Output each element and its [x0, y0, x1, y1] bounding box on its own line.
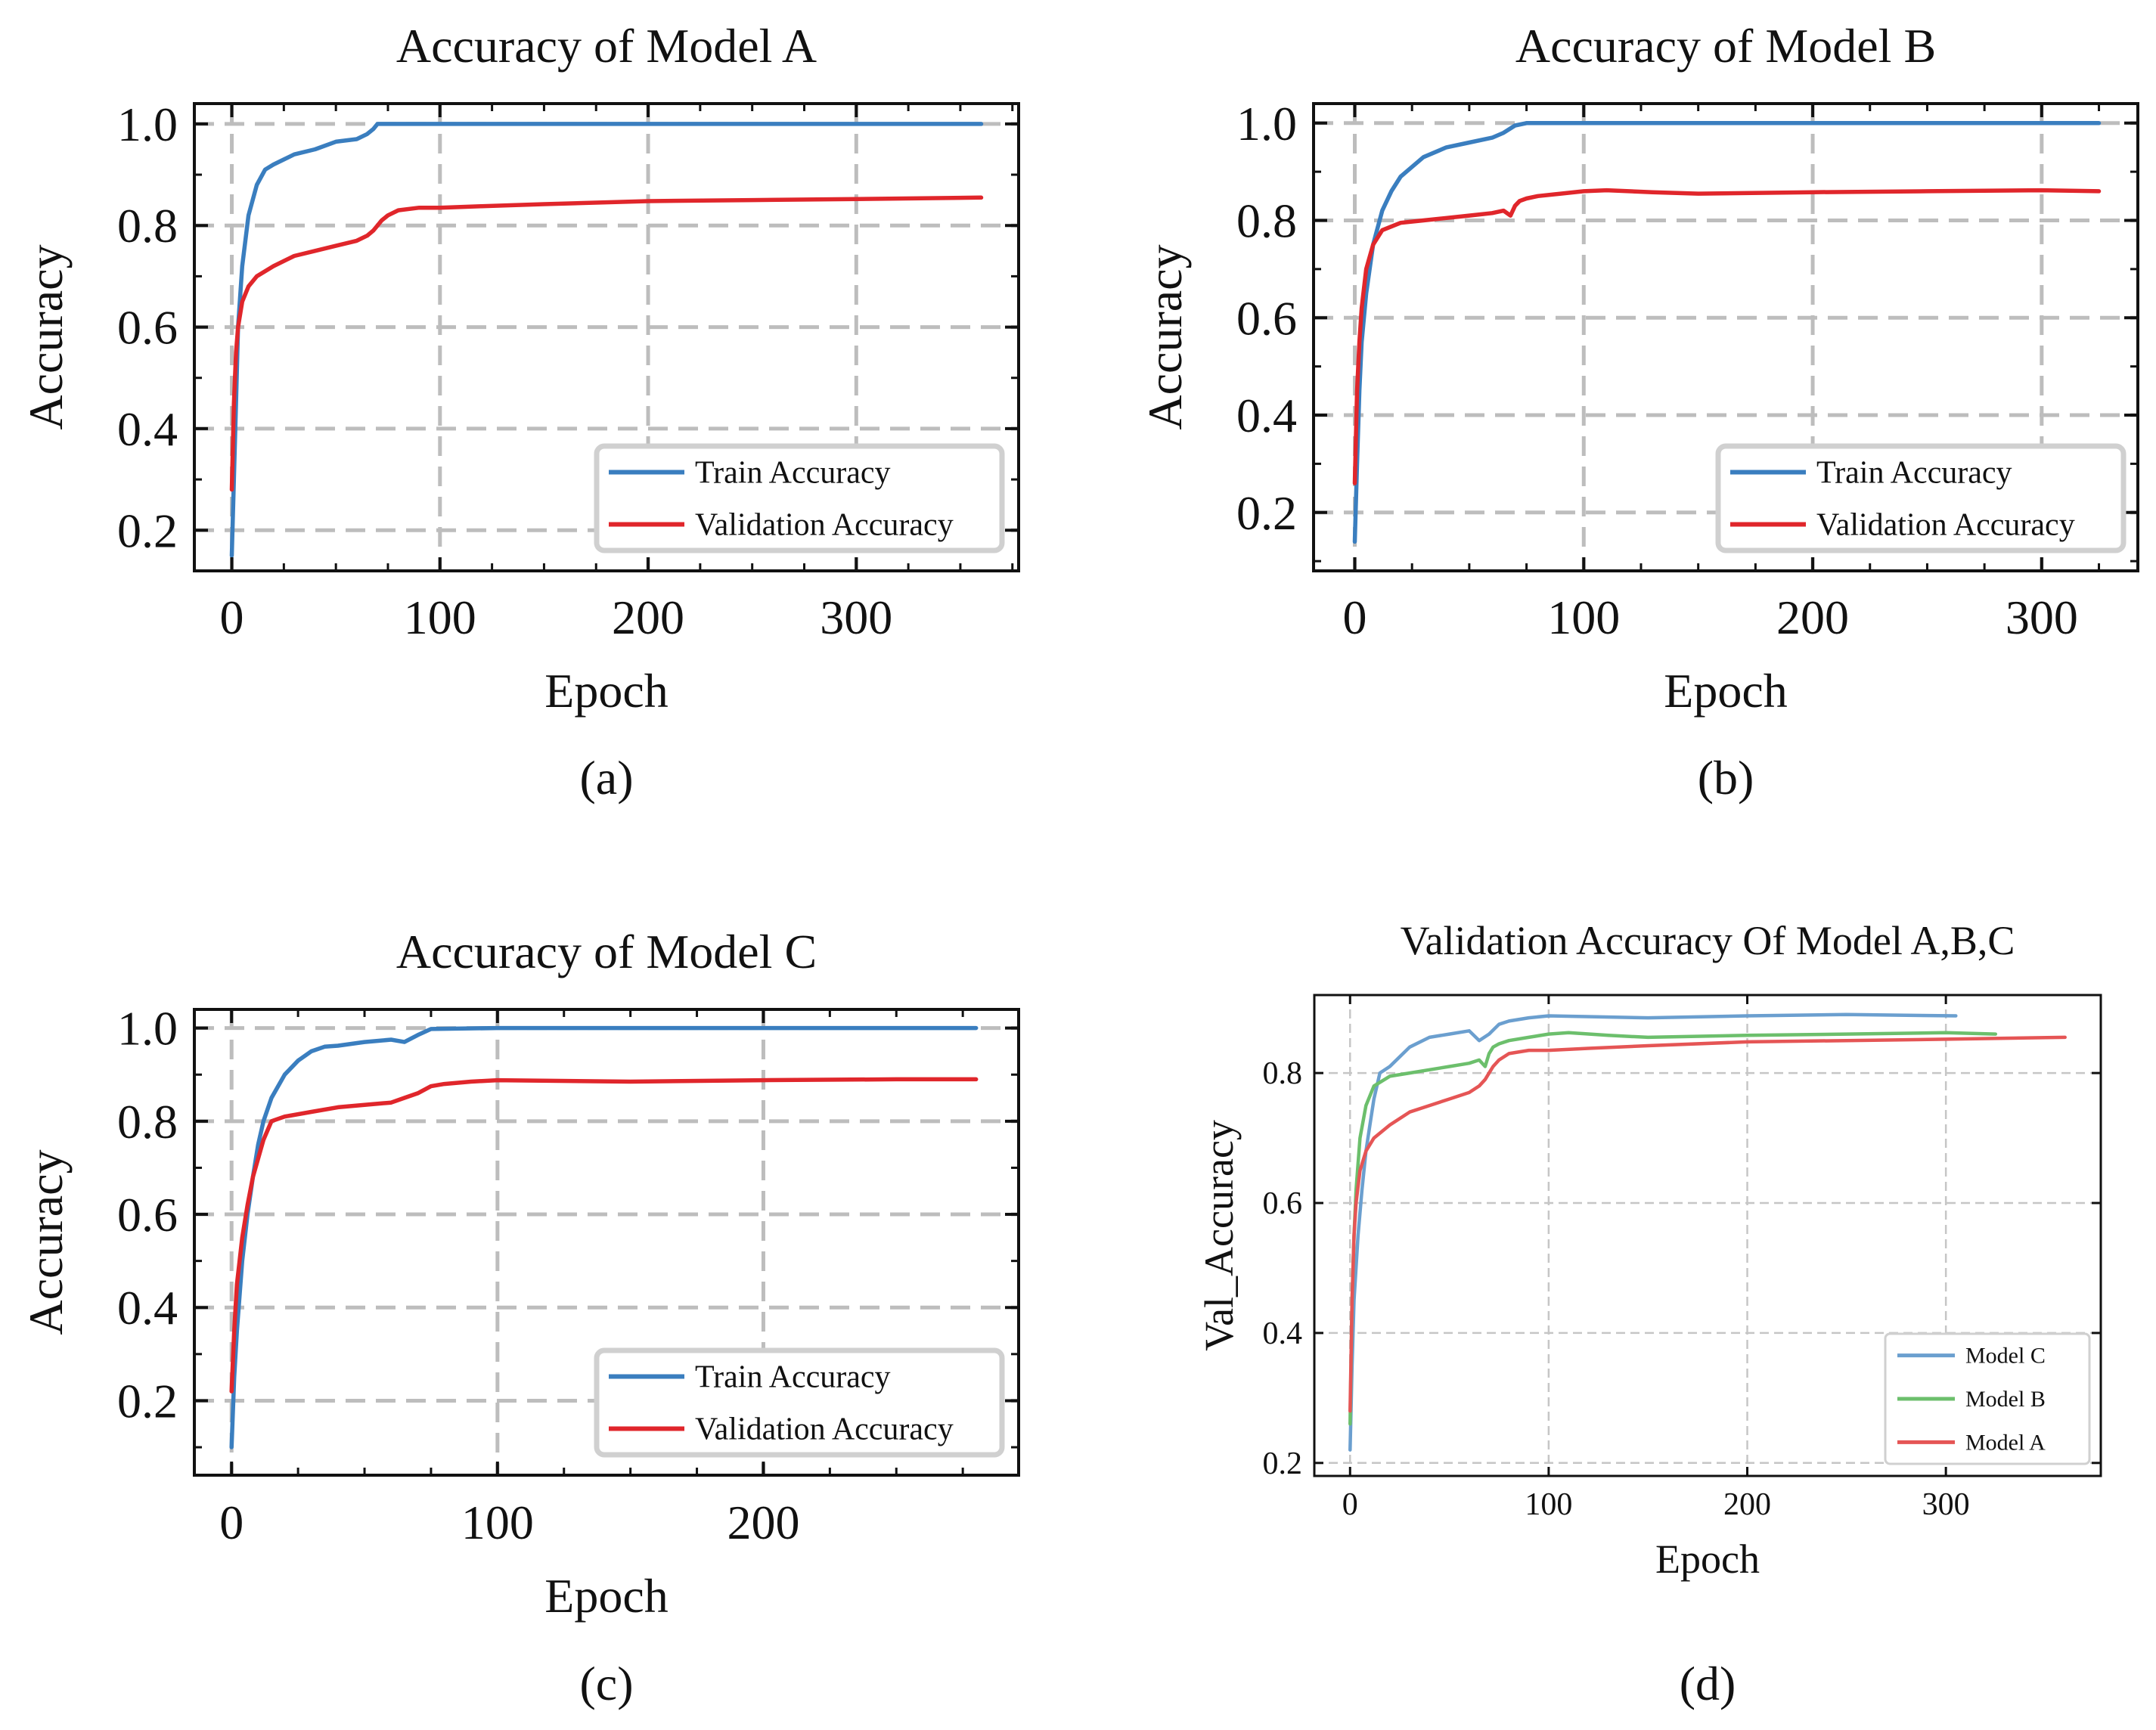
x-axis-label: Epoch: [544, 664, 669, 718]
legend-entry: Validation Accuracy: [695, 508, 954, 543]
series-line-train-accuracy: [1352, 121, 2102, 544]
y-tick-label: 0.2: [117, 504, 178, 557]
panel-a: 0 100 200 300 0.2 0.4 0.6 0.8 1.0 Accuracy of Mod…: [19, 19, 1020, 805]
x-axis-label: Epoch: [544, 1569, 669, 1623]
x-tick-label: 100: [404, 591, 476, 644]
panel-label: (c): [579, 1657, 633, 1710]
y-tick-label: 0.2: [1263, 1446, 1303, 1481]
legend-box: [1715, 443, 2127, 553]
x-tick-label: 200: [727, 1496, 799, 1549]
legend-entry: Train Accuracy: [1816, 456, 2012, 491]
y-tick-label: 0.6: [117, 1188, 178, 1242]
y-tick-label: 0.2: [1236, 486, 1297, 540]
y-tick-label: 0.4: [117, 402, 178, 456]
legend-entry: Validation Accuracy: [1816, 508, 2075, 543]
y-tick-label: 0.8: [117, 1095, 178, 1149]
legend-box: [594, 1347, 1005, 1458]
x-tick-label: 300: [1922, 1487, 1970, 1522]
y-tick-label: 0.4: [1263, 1316, 1303, 1351]
axes-frame: [193, 102, 1020, 572]
y-axis-label: Accuracy: [1138, 244, 1192, 429]
y-tick-label: 1.0: [117, 98, 178, 151]
panel-c: 0 100 200 0.2 0.4 0.6 0.8 1.0 Accuracy of Model …: [19, 925, 1020, 1710]
series-line-model-a: [1348, 1035, 2067, 1413]
x-tick-label: 0: [220, 591, 244, 644]
series-line-model-c: [1348, 1012, 1958, 1452]
x-tick-label: 100: [1525, 1487, 1572, 1522]
x-tick-label: 100: [1547, 591, 1620, 644]
legend: Train Accuracy Validation Accuracy: [1715, 443, 2127, 553]
legend-entry: Train Accuracy: [695, 456, 891, 491]
legend: Train Accuracy Validation Accuracy: [594, 1347, 1005, 1458]
legend-entry: Model B: [1965, 1387, 2046, 1412]
panel-label: (d): [1680, 1657, 1736, 1710]
legend-entry: Model C: [1965, 1344, 2046, 1369]
axes-frame: [1313, 994, 2102, 1477]
y-axis-label: Accuracy: [19, 1149, 73, 1335]
x-axis-label: Epoch: [1664, 664, 1788, 718]
x-tick-label: 200: [1776, 591, 1849, 644]
y-tick-label: 0.6: [1236, 291, 1297, 345]
x-tick-label: 200: [612, 591, 684, 644]
y-tick-label: 1.0: [1236, 97, 1297, 150]
y-tick-label: 0.8: [117, 199, 178, 253]
legend: Train Accuracy Validation Accuracy: [594, 443, 1005, 553]
series-line-validation-accuracy: [229, 195, 984, 492]
legend-entry: Validation Accuracy: [695, 1412, 954, 1447]
series-line-validation-accuracy: [229, 1077, 979, 1394]
panel-label: (a): [579, 751, 633, 805]
x-axis-label: Epoch: [1655, 1536, 1760, 1582]
legend: Model C Model B Model A: [1884, 1332, 2091, 1465]
chart-title: Accuracy of Model B: [1515, 19, 1936, 73]
series-line-train-accuracy: [229, 122, 984, 558]
y-tick-label: 0.4: [117, 1281, 178, 1335]
legend-entry: Train Accuracy: [695, 1360, 891, 1395]
series-line-validation-accuracy: [1352, 188, 2102, 485]
y-tick-label: 0.8: [1263, 1056, 1303, 1091]
panel-d: 0 100 200 300 0.2 0.4 0.6 0.8 Validation Accurac…: [1196, 918, 2102, 1710]
axes-frame: [193, 1008, 1020, 1477]
x-tick-label: 0: [1342, 1487, 1358, 1522]
legend-box: [594, 443, 1005, 553]
y-axis-label: Accuracy: [19, 244, 73, 429]
x-tick-label: 0: [219, 1496, 244, 1549]
y-tick-label: 1.0: [117, 1002, 178, 1056]
panel-b: 0 100 200 300 0.2 0.4 0.6 0.8 1.0 Accuracy of Mod…: [1138, 19, 2139, 805]
axes-frame: [1312, 102, 2139, 572]
x-tick-label: 300: [2006, 591, 2078, 644]
x-tick-label: 300: [820, 591, 892, 644]
x-tick-label: 100: [461, 1496, 534, 1549]
series-line-model-b: [1348, 1031, 1998, 1426]
legend-box: [1884, 1332, 2091, 1465]
y-tick-label: 0.4: [1236, 389, 1297, 442]
x-tick-label: 200: [1723, 1487, 1771, 1522]
x-tick-label: 0: [1343, 591, 1367, 644]
y-axis-label: Val_Accuracy: [1196, 1120, 1242, 1351]
y-tick-label: 0.6: [1263, 1186, 1303, 1221]
y-tick-label: 0.8: [1236, 194, 1297, 248]
legend-entry: Model A: [1965, 1430, 2046, 1455]
y-tick-label: 0.6: [117, 301, 178, 355]
y-tick-label: 0.2: [117, 1374, 178, 1428]
chart-title: Accuracy of Model A: [396, 19, 817, 73]
chart-title: Accuracy of Model C: [396, 925, 817, 978]
panel-label: (b): [1698, 751, 1754, 805]
chart-title: Validation Accuracy Of Model A,B,C: [1401, 918, 2015, 963]
